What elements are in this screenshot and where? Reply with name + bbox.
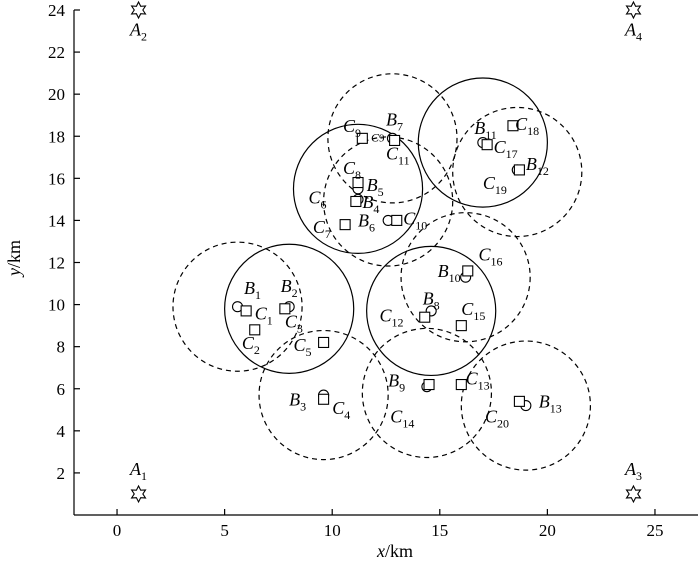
- client-marker-C14: [423, 378, 435, 391]
- point-label-B3: B3: [289, 390, 306, 414]
- coverage-circle-dashed-7: [323, 136, 454, 267]
- coverage-circle-dashed-5: [172, 241, 303, 372]
- point-label-C6: C6: [309, 188, 327, 212]
- client-marker-C8: [352, 176, 364, 189]
- point-label-C20: C20: [485, 406, 509, 430]
- y-tick-label-14: 14: [48, 211, 66, 230]
- client-marker-C11: [389, 134, 401, 147]
- point-label-B12: B12: [526, 154, 549, 178]
- point-label-C18: C18: [515, 114, 539, 138]
- client-marker-C9: [356, 132, 368, 144]
- x-tick-label-15: 15: [431, 521, 448, 540]
- point-label-B11: B11: [474, 118, 497, 142]
- point-label-A1: A1: [129, 459, 147, 483]
- point-label-C17: C17: [494, 137, 518, 161]
- point-label-C1: C1: [255, 303, 273, 327]
- y-tick-label-22: 22: [48, 43, 65, 62]
- point-label-B4: B4: [362, 192, 379, 216]
- y-tick-label-24: 24: [48, 1, 66, 20]
- x-tick-label-25: 25: [646, 521, 663, 540]
- anchor-marker-A3: [625, 484, 642, 504]
- point-label-B6: B6: [358, 211, 375, 235]
- point-label-B13: B13: [539, 392, 562, 416]
- coverage-circle-solid-4: [417, 77, 548, 208]
- point-label-C7: C7: [313, 217, 331, 241]
- y-tick-label-20: 20: [48, 85, 65, 104]
- point-label-C12: C12: [380, 305, 404, 329]
- client-marker-C19: [513, 164, 525, 176]
- y-tick-label-12: 12: [48, 254, 65, 273]
- point-label-C3: C3: [285, 312, 303, 336]
- y-tick-label-18: 18: [48, 127, 65, 146]
- point-label-C11: C11: [386, 143, 410, 167]
- point-label-C19: C19: [483, 173, 507, 197]
- point-label-C15: C15: [461, 299, 485, 323]
- anchor-marker-A1: [130, 484, 147, 504]
- coverage-circle-dashed-11: [452, 106, 583, 238]
- point-label-C9-small: C9: [371, 131, 385, 145]
- client-marker-C18: [507, 120, 519, 132]
- coverage-circle-solid-3: [366, 245, 497, 377]
- x-tick-label-0: 0: [113, 521, 122, 540]
- point-label-B7: B7: [386, 110, 403, 134]
- client-marker-C4: [318, 393, 330, 405]
- x-tick-label-10: 10: [324, 521, 341, 540]
- point-label-B1: B1: [244, 278, 261, 302]
- client-marker-C5: [318, 336, 330, 349]
- client-marker-C3: [279, 303, 291, 315]
- coverage-circle-dashed-9: [361, 327, 493, 459]
- anchor-marker-A2: [130, 0, 147, 20]
- client-marker-C15: [455, 320, 467, 332]
- coverage-circle-dashed-10: [400, 212, 531, 343]
- y-tick-label-16: 16: [48, 169, 65, 188]
- client-marker-C1: [240, 305, 252, 317]
- point-label-A2: A2: [129, 19, 147, 43]
- client-marker-C2: [249, 324, 261, 336]
- point-label-A4: A4: [624, 19, 642, 43]
- point-label-B8: B8: [423, 289, 440, 313]
- x-tick-label-20: 20: [539, 521, 556, 540]
- y-tick-label-6: 6: [57, 380, 66, 399]
- coverage-circle-solid-1: [224, 243, 355, 374]
- point-label-C4: C4: [332, 398, 350, 422]
- point-label-C5: C5: [293, 335, 311, 359]
- point-label-C13: C13: [466, 369, 490, 393]
- coverage-circle-dashed-6: [258, 329, 389, 461]
- point-label-B10: B10: [438, 261, 461, 285]
- point-label-C14: C14: [390, 406, 414, 430]
- y-tick-label-2: 2: [57, 464, 66, 483]
- point-label-C9: C9: [343, 116, 361, 140]
- point-label-C2: C2: [242, 333, 260, 357]
- client-marker-C12: [419, 311, 431, 323]
- client-marker-C16: [462, 265, 474, 277]
- client-marker-C17: [481, 139, 493, 151]
- coverage-circle-solid-2: [292, 123, 424, 255]
- anchor-marker-A4: [625, 0, 642, 20]
- coverage-circle-dashed-12: [460, 340, 592, 471]
- y-tick-label-8: 8: [57, 338, 66, 357]
- coverage-circle-dashed-8: [327, 73, 458, 204]
- coverage-circles: [172, 73, 592, 471]
- point-label-B2: B2: [281, 276, 298, 300]
- x-tick-label-5: 5: [220, 521, 229, 540]
- y-tick-label-4: 4: [57, 422, 66, 441]
- client-marker-C10: [391, 214, 403, 226]
- points: [130, 0, 642, 504]
- point-label-C10: C10: [403, 209, 427, 233]
- point-label-C16: C16: [479, 244, 503, 268]
- client-marker-C13: [455, 378, 467, 391]
- point-label-B9: B9: [388, 371, 405, 395]
- point-label-B5: B5: [367, 175, 384, 199]
- point-label-C8: C8: [343, 158, 361, 182]
- client-marker-C20: [513, 395, 525, 407]
- client-marker-C7: [339, 219, 351, 231]
- point-label-A3: A3: [624, 459, 642, 483]
- client-marker-C6: [350, 195, 362, 208]
- x-axis-label: x/km: [376, 541, 413, 561]
- y-tick-label-10: 10: [48, 296, 65, 315]
- y-axis-label: y/km: [4, 240, 24, 278]
